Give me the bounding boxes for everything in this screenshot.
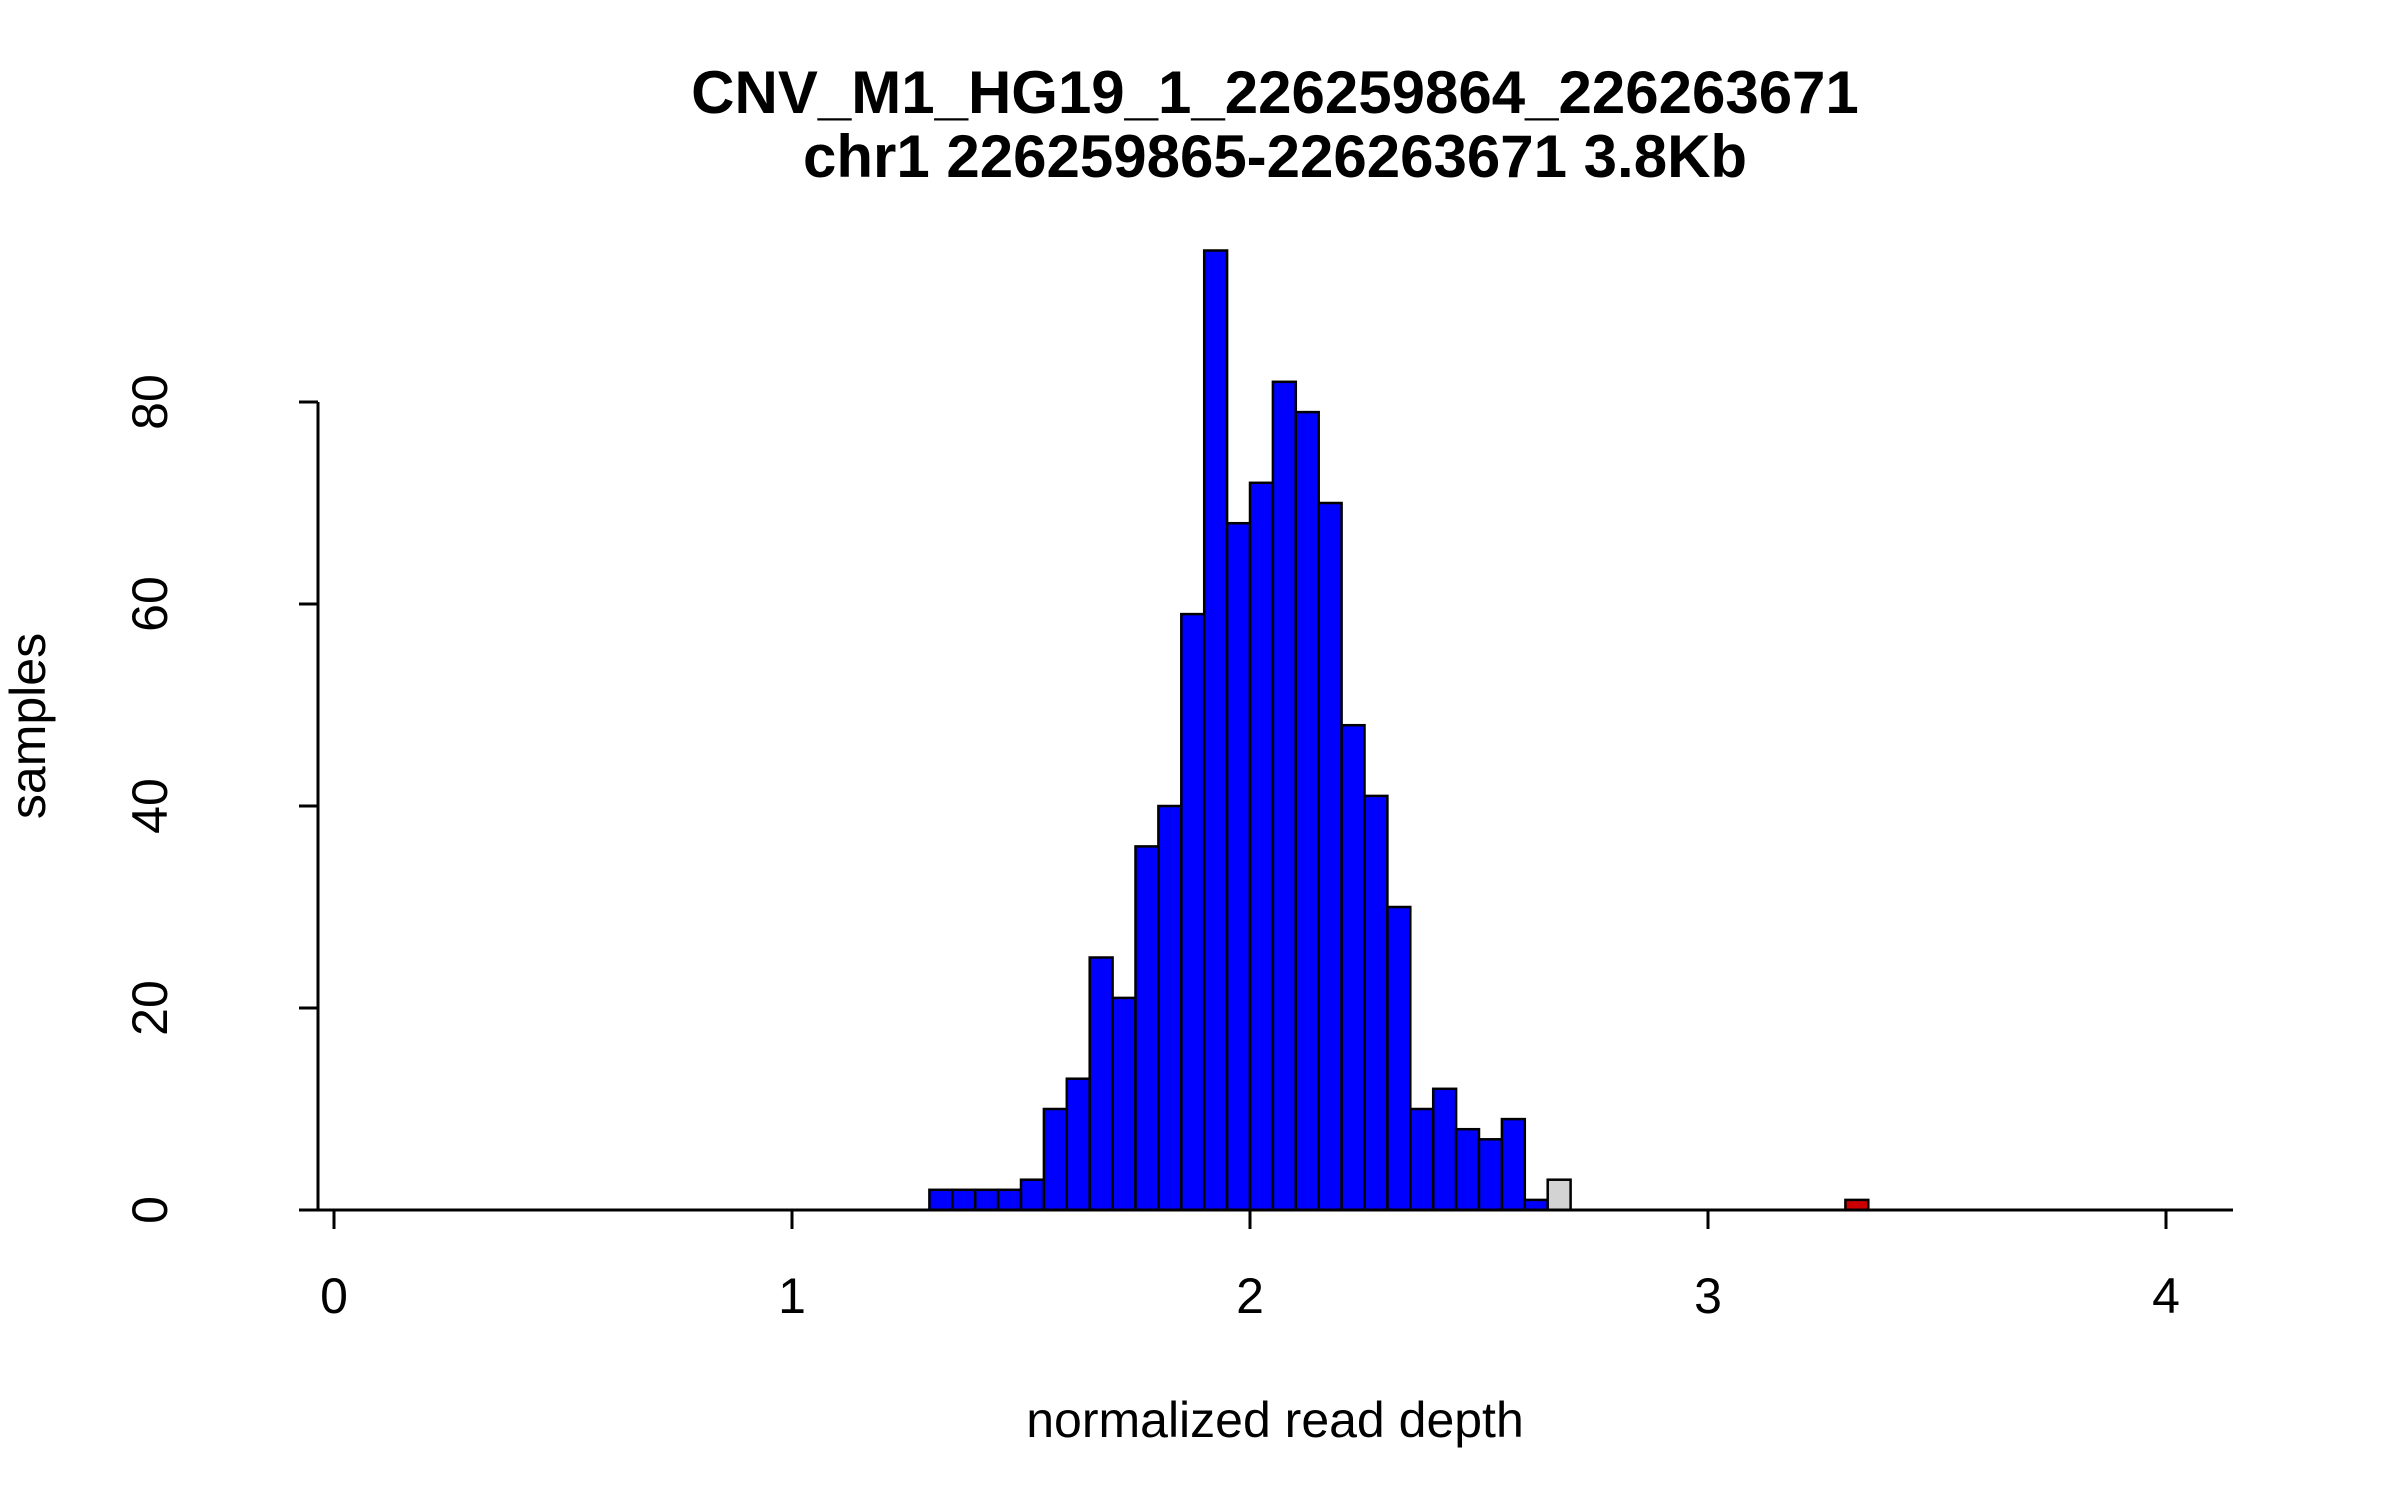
bars-group xyxy=(928,249,1870,1212)
histogram-bar xyxy=(1111,996,1137,1212)
histogram-bar xyxy=(1546,1178,1572,1212)
y-tick-label: 80 xyxy=(122,374,178,430)
y-axis-label: samples xyxy=(0,633,56,819)
histogram-bar xyxy=(1019,1178,1046,1212)
histogram-bar xyxy=(1202,249,1229,1212)
x-tick-label: 1 xyxy=(778,1268,806,1324)
y-tick-label: 60 xyxy=(122,576,178,632)
histogram-bar xyxy=(1431,1087,1458,1212)
y-tick-label: 40 xyxy=(122,778,178,834)
histogram-bar xyxy=(1294,410,1320,1212)
histogram-bar xyxy=(1317,501,1343,1212)
y-tick-label: 20 xyxy=(122,980,178,1036)
x-tick-label: 3 xyxy=(1694,1268,1722,1324)
histogram-bar xyxy=(1523,1198,1549,1212)
x-axis: 0 1 2 3 4 xyxy=(318,1208,2233,1324)
histogram-bar xyxy=(1157,804,1183,1212)
histogram-bar xyxy=(1225,521,1252,1212)
histogram-bar xyxy=(1477,1138,1504,1212)
chart-title: CNV_M1_HG19_1_226259864_226263671 xyxy=(691,59,1859,126)
histogram-bar xyxy=(1248,481,1275,1212)
x-tick-label: 2 xyxy=(1236,1268,1264,1324)
histogram-bar xyxy=(996,1188,1023,1212)
histogram-bar xyxy=(1088,956,1114,1212)
histogram-bar xyxy=(1180,612,1206,1212)
x-tick-label: 4 xyxy=(2152,1268,2180,1324)
histogram-bar xyxy=(1340,723,1366,1212)
histogram-bar xyxy=(973,1188,1000,1212)
y-tick-label: 0 xyxy=(122,1196,178,1224)
histogram-bar xyxy=(1271,380,1298,1212)
histogram-bar xyxy=(1454,1127,1481,1212)
y-axis: 0 20 40 60 80 xyxy=(122,374,320,1224)
histogram-bar xyxy=(1409,1107,1435,1212)
histogram-bar xyxy=(951,1188,977,1212)
x-axis-label: normalized read depth xyxy=(1026,1392,1524,1448)
histogram-bar xyxy=(1042,1107,1069,1212)
histogram-bar xyxy=(1363,794,1389,1212)
histogram-bar xyxy=(1844,1198,1870,1212)
histogram-bar xyxy=(928,1188,954,1212)
histogram-bar xyxy=(1386,905,1412,1212)
histogram-bar xyxy=(1065,1077,1091,1212)
histogram-bar xyxy=(1134,845,1160,1212)
chart-subtitle: chr1 226259865-226263671 3.8Kb xyxy=(803,123,1747,190)
x-tick-label: 0 xyxy=(320,1268,348,1324)
histogram-bar xyxy=(1500,1117,1527,1212)
